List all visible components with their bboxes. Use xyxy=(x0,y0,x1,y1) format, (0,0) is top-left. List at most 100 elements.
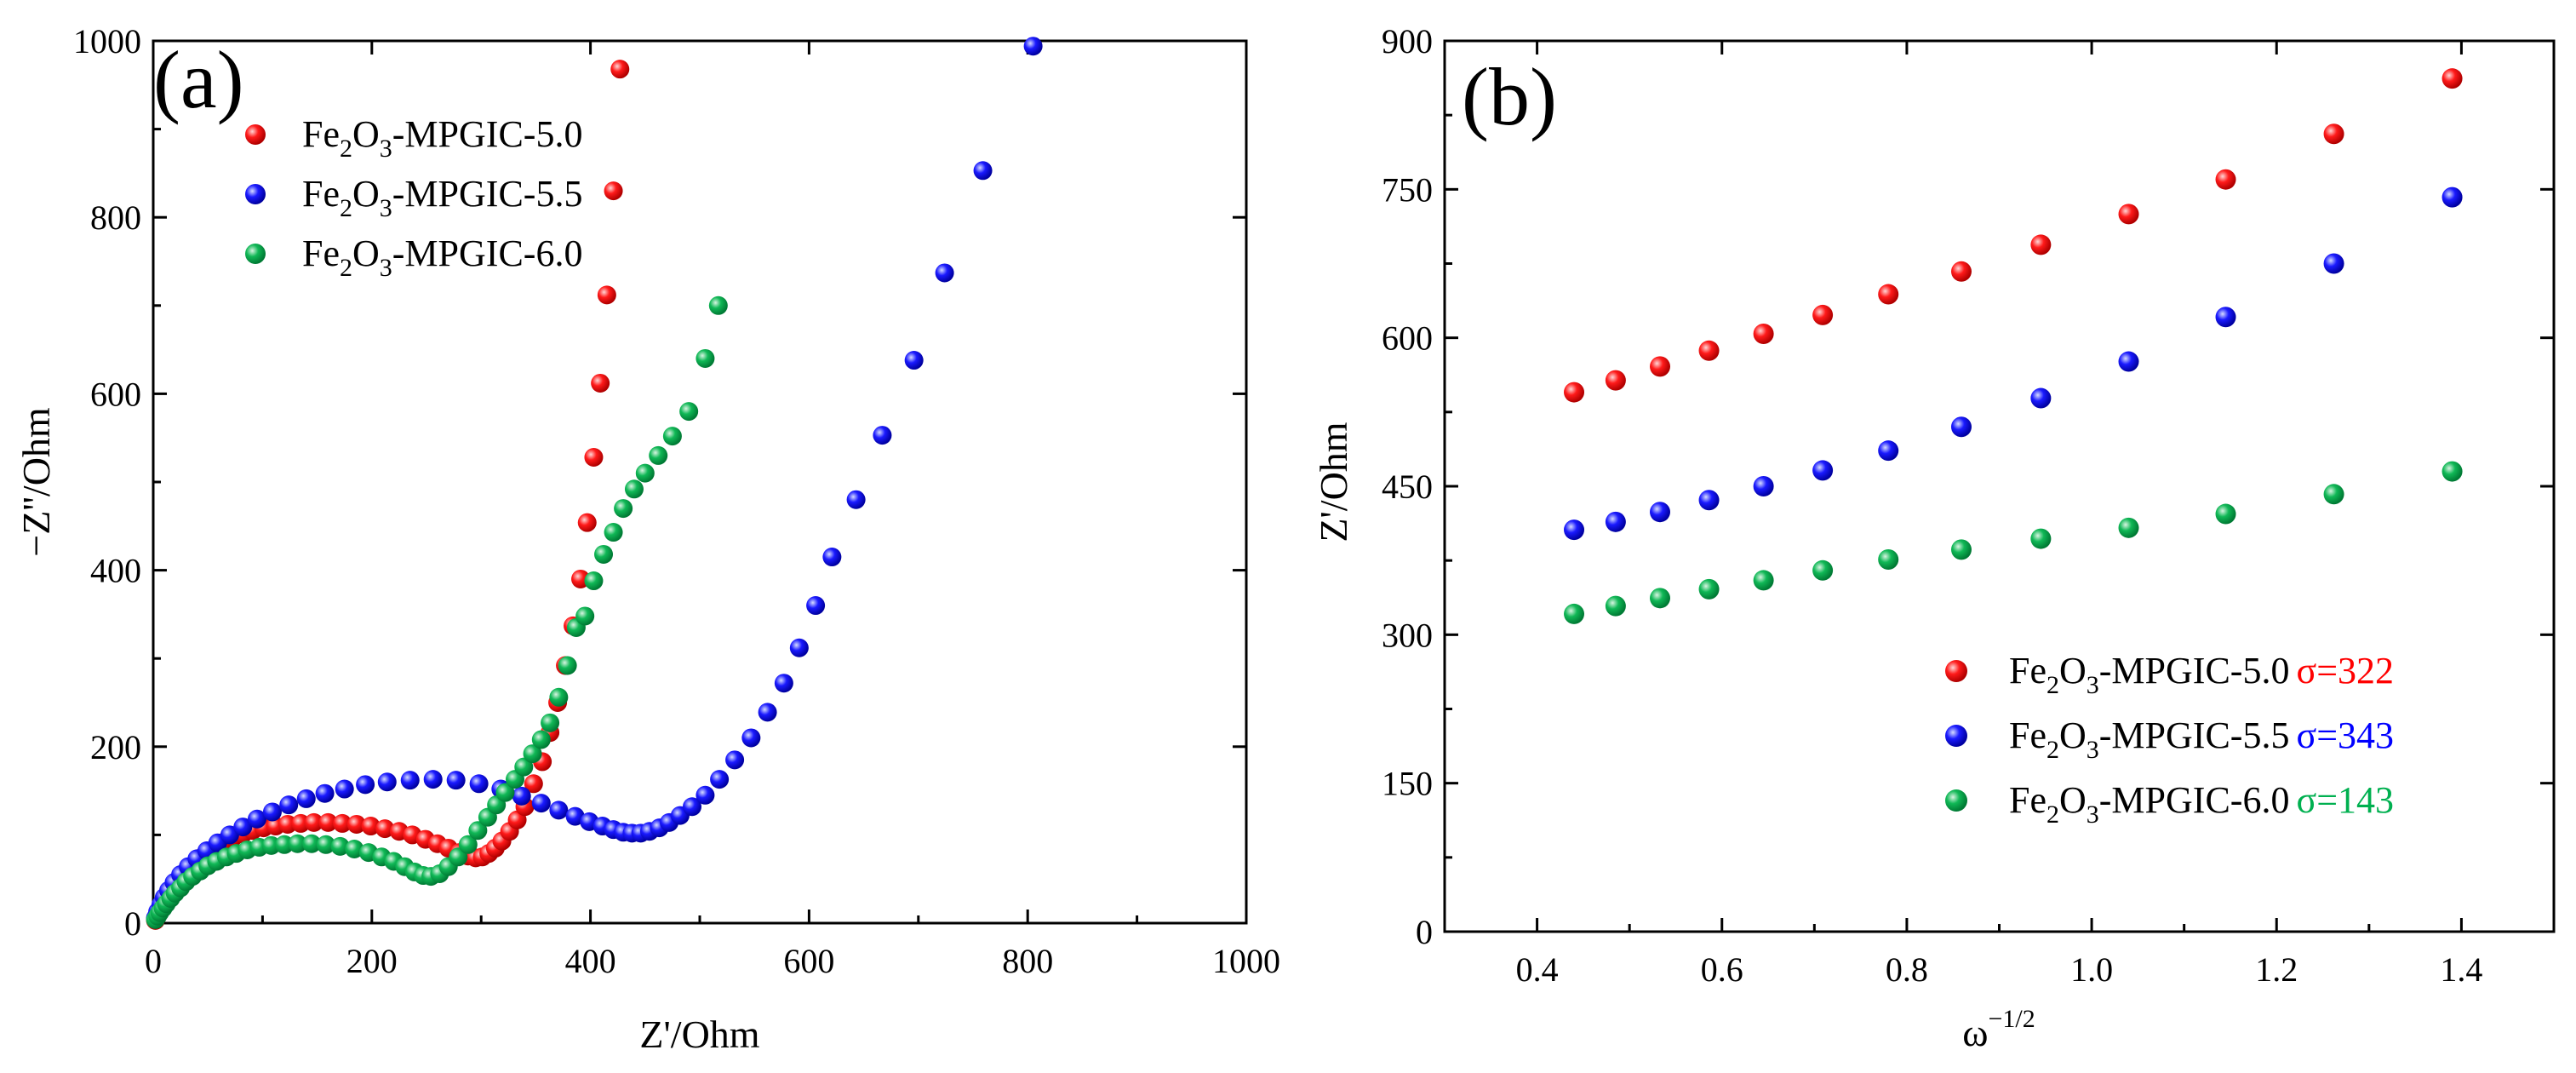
panel-a-legend-entry-green: Fe2O3-MPGIC-6.0 xyxy=(302,232,582,282)
data-point-green xyxy=(458,835,478,854)
data-point-blue xyxy=(725,750,745,770)
data-point-red xyxy=(1753,324,1774,345)
data-point-green xyxy=(302,834,322,853)
y-tick-label: 800 xyxy=(90,198,141,237)
data-point-red xyxy=(1698,340,1720,361)
data-point-red xyxy=(1605,370,1626,391)
data-point-red xyxy=(1649,356,1670,377)
x-tick-label: 1.2 xyxy=(2255,950,2298,989)
panel-b-legend-markers xyxy=(1945,660,1967,812)
data-point-red xyxy=(1878,284,1899,305)
data-point-blue xyxy=(696,785,715,805)
y-tick-label: 600 xyxy=(1382,319,1433,358)
data-point-blue xyxy=(683,797,702,817)
data-point-green xyxy=(330,836,350,856)
data-point-blue xyxy=(2323,253,2344,274)
panel-b-legend-entry-green: Fe2O3-MPGIC-6.0 σ=143 xyxy=(2009,779,2394,829)
x-tick-label: 0.8 xyxy=(1886,950,1928,989)
panel-a-ticks xyxy=(152,39,1248,925)
data-point-green xyxy=(614,499,633,519)
legend-marker-green xyxy=(245,244,266,264)
panel-a-y-axis-label: −Z''/Ohm xyxy=(14,407,58,557)
data-point-blue xyxy=(531,794,551,813)
data-point-red xyxy=(333,813,352,833)
data-point-red xyxy=(375,819,395,839)
x-tick-label: 600 xyxy=(783,942,834,980)
data-point-blue xyxy=(446,771,466,790)
y-tick-label: 1000 xyxy=(73,22,141,60)
data-point-blue xyxy=(565,806,585,826)
data-point-green xyxy=(635,463,655,483)
panel-a-legend: Fe2O3-MPGIC-5.0 Fe2O3-MPGIC-5.5 Fe2O3-MP… xyxy=(245,113,582,282)
data-point-blue xyxy=(2215,307,2236,328)
data-point-blue xyxy=(2030,387,2052,409)
data-point-red xyxy=(610,60,630,79)
panel-a-legend-entry-blue: Fe2O3-MPGIC-5.5 xyxy=(302,173,582,222)
data-point-blue xyxy=(335,779,354,799)
data-point-green xyxy=(662,427,682,446)
data-point-green xyxy=(604,523,623,542)
data-point-blue xyxy=(377,772,397,792)
data-point-green xyxy=(594,544,614,564)
data-point-blue xyxy=(315,783,335,803)
panel-a-data-points xyxy=(146,37,1043,930)
panel-a-x-axis-label: Z'/Ohm xyxy=(639,1013,759,1056)
data-point-blue xyxy=(1649,502,1670,523)
data-point-blue xyxy=(806,596,826,616)
data-point-green xyxy=(1698,578,1720,600)
data-point-green xyxy=(584,571,604,591)
data-point-red xyxy=(1812,304,1834,325)
data-point-blue xyxy=(549,800,569,820)
data-point-blue xyxy=(710,770,730,789)
x-tick-label: 0.6 xyxy=(1701,950,1743,989)
data-point-green xyxy=(2030,528,2052,549)
data-point-green xyxy=(558,656,577,675)
data-point-blue xyxy=(822,548,842,567)
y-tick-label: 600 xyxy=(90,375,141,413)
panel-b-sigma-red: σ=322 xyxy=(2296,650,2394,691)
panel-b-y-axis-label: Z'/Ohm xyxy=(1312,422,1355,542)
data-point-blue xyxy=(400,771,420,790)
data-point-blue xyxy=(1812,460,1834,481)
data-point-blue xyxy=(233,818,253,837)
panel-b-tick-labels: 0.4 0.6 0.8 1.0 1.2 1.4 0 150 300 450 600 750 900 xyxy=(1382,22,2482,989)
legend-marker-red xyxy=(245,124,266,145)
x-tick-label: 800 xyxy=(1002,942,1053,980)
data-point-blue xyxy=(1753,476,1774,496)
data-point-red xyxy=(346,814,366,834)
x-tick-label: 1.0 xyxy=(2070,950,2113,989)
data-point-green xyxy=(288,834,307,853)
y-tick-label: 200 xyxy=(90,728,141,766)
data-point-green xyxy=(2441,461,2463,482)
data-point-green xyxy=(696,348,715,368)
panel-a-tick-labels: 0 200 400 600 800 1000 0 200 400 600 800 1000 xyxy=(73,22,1280,980)
legend-marker-green xyxy=(1945,789,1967,812)
panel-b-ticks xyxy=(1443,39,2554,933)
data-point-red xyxy=(577,513,597,532)
data-point-red xyxy=(524,774,543,794)
data-point-blue xyxy=(904,351,924,370)
data-point-red xyxy=(1950,261,1972,282)
y-tick-label: 0 xyxy=(1416,913,1433,951)
panel-a-impedance-plot: 0 200 400 600 800 1000 0 200 400 600 800 1000 (a) F… xyxy=(14,22,1280,1056)
data-point-blue xyxy=(279,795,299,815)
data-point-green xyxy=(649,445,668,465)
data-point-blue xyxy=(846,490,866,509)
y-tick-label: 0 xyxy=(124,904,141,943)
data-point-red xyxy=(591,373,610,393)
y-tick-label: 450 xyxy=(1382,468,1433,506)
y-tick-label: 400 xyxy=(90,552,141,590)
y-tick-label: 150 xyxy=(1382,765,1433,803)
data-point-green xyxy=(549,687,569,707)
data-point-red xyxy=(2030,234,2052,255)
panel-a-legend-entry-red: Fe2O3-MPGIC-5.0 xyxy=(302,113,582,163)
data-point-blue xyxy=(247,809,266,829)
data-point-red xyxy=(1564,382,1585,403)
data-point-green xyxy=(2323,484,2344,505)
data-point-green xyxy=(1753,570,1774,591)
x-tick-label: 200 xyxy=(346,942,398,980)
data-point-blue xyxy=(758,703,777,722)
data-point-blue xyxy=(1605,511,1626,532)
